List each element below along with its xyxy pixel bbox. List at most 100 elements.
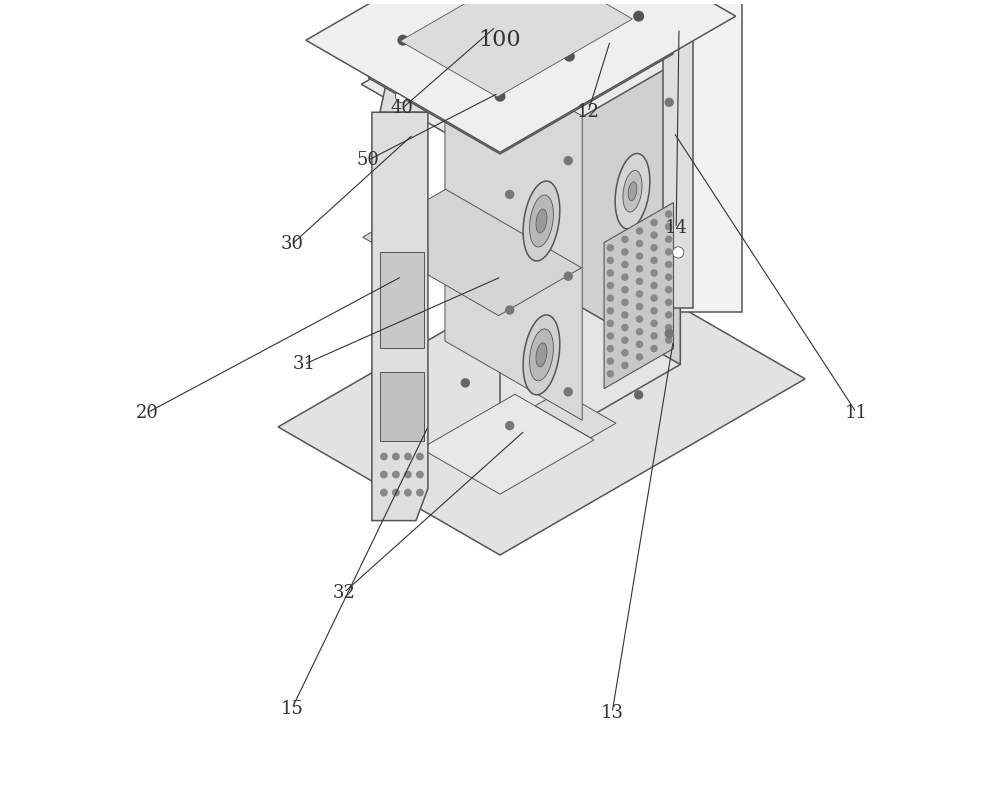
Circle shape bbox=[393, 489, 399, 496]
Polygon shape bbox=[530, 195, 553, 247]
Circle shape bbox=[417, 489, 423, 496]
Circle shape bbox=[622, 261, 628, 268]
Polygon shape bbox=[663, 12, 693, 308]
Polygon shape bbox=[368, 0, 673, 154]
Polygon shape bbox=[523, 315, 560, 395]
Circle shape bbox=[636, 328, 643, 335]
Text: 30: 30 bbox=[280, 235, 303, 253]
Circle shape bbox=[417, 472, 423, 478]
Circle shape bbox=[607, 371, 613, 377]
Circle shape bbox=[636, 303, 643, 310]
Circle shape bbox=[564, 273, 572, 280]
Circle shape bbox=[666, 337, 672, 343]
Polygon shape bbox=[400, 0, 632, 97]
Circle shape bbox=[666, 223, 672, 230]
Circle shape bbox=[496, 471, 504, 479]
Circle shape bbox=[607, 270, 613, 276]
Polygon shape bbox=[615, 154, 650, 229]
Circle shape bbox=[666, 236, 672, 243]
Text: 32: 32 bbox=[332, 583, 355, 602]
Text: 13: 13 bbox=[601, 704, 624, 722]
Circle shape bbox=[399, 415, 407, 423]
Circle shape bbox=[381, 472, 387, 478]
Circle shape bbox=[417, 453, 423, 460]
Polygon shape bbox=[542, 0, 680, 365]
Circle shape bbox=[405, 472, 411, 478]
Circle shape bbox=[622, 236, 628, 243]
Circle shape bbox=[381, 453, 387, 460]
Circle shape bbox=[506, 306, 514, 314]
Circle shape bbox=[636, 291, 643, 297]
Circle shape bbox=[651, 219, 657, 226]
Polygon shape bbox=[278, 251, 805, 555]
Circle shape bbox=[393, 453, 399, 460]
Circle shape bbox=[622, 274, 628, 280]
Circle shape bbox=[651, 320, 657, 326]
Circle shape bbox=[461, 379, 469, 387]
Circle shape bbox=[622, 349, 628, 356]
Circle shape bbox=[506, 190, 514, 198]
Circle shape bbox=[622, 299, 628, 306]
Circle shape bbox=[564, 388, 572, 396]
Circle shape bbox=[405, 453, 411, 460]
Circle shape bbox=[666, 312, 672, 318]
Text: 11: 11 bbox=[845, 404, 868, 421]
Circle shape bbox=[636, 265, 643, 272]
Circle shape bbox=[622, 249, 628, 255]
Circle shape bbox=[636, 228, 643, 234]
Polygon shape bbox=[530, 329, 553, 381]
Polygon shape bbox=[380, 252, 424, 349]
Circle shape bbox=[607, 257, 613, 264]
Circle shape bbox=[651, 332, 657, 339]
Circle shape bbox=[673, 247, 684, 258]
Circle shape bbox=[405, 489, 411, 496]
Polygon shape bbox=[500, 60, 680, 468]
Circle shape bbox=[607, 307, 613, 314]
Circle shape bbox=[381, 489, 387, 496]
Circle shape bbox=[666, 211, 672, 217]
Circle shape bbox=[607, 282, 613, 289]
Circle shape bbox=[607, 245, 613, 251]
Circle shape bbox=[607, 345, 613, 352]
Circle shape bbox=[607, 333, 613, 339]
Circle shape bbox=[467, 0, 477, 5]
Circle shape bbox=[622, 286, 628, 293]
Circle shape bbox=[506, 421, 514, 430]
Circle shape bbox=[622, 324, 628, 331]
Circle shape bbox=[634, 11, 643, 21]
Circle shape bbox=[636, 316, 643, 322]
Circle shape bbox=[622, 362, 628, 368]
Circle shape bbox=[666, 286, 672, 293]
Circle shape bbox=[651, 232, 657, 238]
Circle shape bbox=[666, 261, 672, 268]
Circle shape bbox=[393, 472, 399, 478]
Circle shape bbox=[636, 354, 643, 360]
Circle shape bbox=[666, 274, 672, 280]
Circle shape bbox=[651, 244, 657, 251]
Circle shape bbox=[651, 282, 657, 289]
Circle shape bbox=[636, 278, 643, 285]
Circle shape bbox=[396, 74, 408, 87]
Polygon shape bbox=[628, 182, 637, 201]
Polygon shape bbox=[372, 112, 428, 521]
Polygon shape bbox=[363, 189, 582, 316]
Circle shape bbox=[538, 335, 546, 343]
Polygon shape bbox=[306, 0, 736, 152]
Polygon shape bbox=[604, 202, 673, 388]
Circle shape bbox=[666, 324, 672, 331]
Circle shape bbox=[666, 249, 672, 255]
Circle shape bbox=[558, 435, 566, 443]
Circle shape bbox=[607, 295, 613, 301]
Polygon shape bbox=[536, 209, 547, 233]
Polygon shape bbox=[523, 181, 560, 260]
Polygon shape bbox=[421, 394, 594, 494]
Circle shape bbox=[607, 320, 613, 326]
Circle shape bbox=[651, 307, 657, 314]
Text: 20: 20 bbox=[136, 404, 159, 421]
Polygon shape bbox=[361, 0, 680, 164]
Circle shape bbox=[636, 341, 643, 347]
Circle shape bbox=[622, 312, 628, 318]
Circle shape bbox=[636, 253, 643, 259]
Circle shape bbox=[651, 345, 657, 352]
Circle shape bbox=[666, 299, 672, 305]
